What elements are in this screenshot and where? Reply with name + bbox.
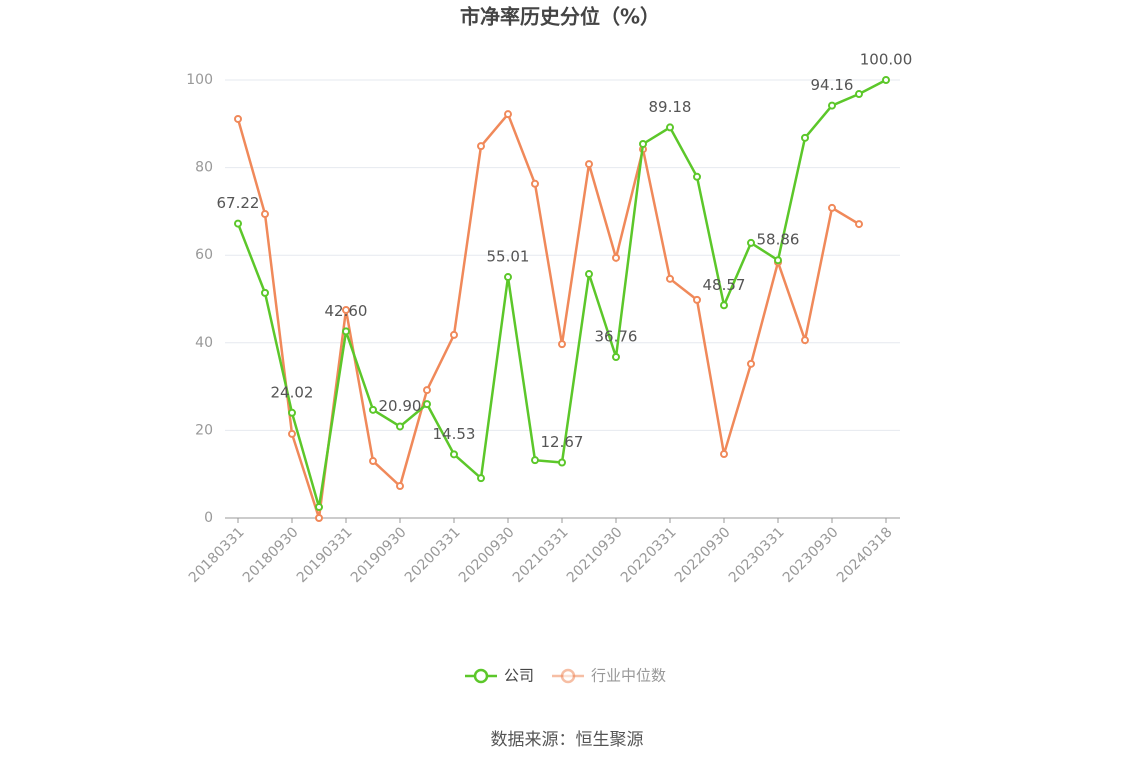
- point: [342, 305, 350, 314]
- point: [450, 450, 458, 459]
- point: [720, 450, 728, 459]
- point: [261, 288, 269, 297]
- point: [450, 330, 458, 339]
- point: [234, 114, 242, 123]
- data-label: 12.67: [541, 433, 584, 451]
- y-tick-label: 100: [186, 72, 213, 88]
- x-tick-label: 20180930: [240, 524, 302, 586]
- x-tick-label: 20180331: [186, 524, 248, 586]
- point: [531, 456, 539, 465]
- data-label: 58.86: [757, 231, 800, 249]
- x-tick-label: 20210930: [564, 524, 626, 586]
- x-tick-label: 20210331: [510, 524, 572, 586]
- point: [531, 179, 539, 188]
- point: [855, 220, 863, 229]
- point: [666, 123, 674, 132]
- series-line: [236, 111, 860, 519]
- point: [261, 210, 269, 219]
- legend-label: 公司: [504, 667, 534, 685]
- data-label: 24.02: [271, 383, 314, 401]
- point: [828, 101, 836, 110]
- point: [801, 336, 809, 345]
- point: [855, 90, 863, 99]
- point: [585, 160, 593, 169]
- point: [315, 514, 323, 522]
- x-tick-label: 20240318: [834, 524, 896, 586]
- y-tick-label: 60: [195, 247, 213, 263]
- data-label: 42.60: [325, 302, 368, 320]
- point: [396, 422, 404, 431]
- data-label: 36.76: [595, 327, 638, 345]
- chart-title: 市净率历史分位（%）: [460, 5, 660, 29]
- point: [504, 273, 512, 282]
- point: [288, 429, 296, 438]
- point: [612, 352, 620, 361]
- x-tick-label: 20230930: [780, 524, 842, 586]
- point: [747, 359, 755, 368]
- point: [828, 203, 836, 212]
- point: [801, 133, 809, 142]
- data-label: 55.01: [487, 248, 530, 266]
- point: [423, 400, 431, 409]
- point: [477, 474, 485, 483]
- point: [558, 340, 566, 349]
- x-tick-label: 20220930: [672, 524, 734, 586]
- data-label: 48.57: [703, 276, 746, 294]
- x-tick-label: 20230331: [726, 524, 788, 586]
- point: [612, 253, 620, 262]
- point: [693, 172, 701, 181]
- y-tick-label: 80: [195, 160, 213, 176]
- y-tick-label: 0: [204, 510, 213, 526]
- x-tick-label: 20190930: [348, 524, 410, 586]
- x-tick-label: 20220331: [618, 524, 680, 586]
- point: [693, 295, 701, 304]
- point: [369, 457, 377, 466]
- point: [504, 110, 512, 119]
- legend-marker: [473, 668, 489, 684]
- data-label: 20.90: [379, 397, 422, 415]
- data-label: 67.22: [217, 194, 260, 212]
- point: [666, 274, 674, 283]
- data-label: 100.00: [860, 51, 913, 69]
- point: [342, 327, 350, 336]
- point: [585, 270, 593, 279]
- point: [720, 301, 728, 310]
- legend-marker: [560, 668, 576, 684]
- point: [477, 142, 485, 151]
- data-label: 14.53: [433, 425, 476, 443]
- point: [315, 503, 323, 512]
- point: [774, 256, 782, 265]
- point: [396, 482, 404, 491]
- x-tick-label: 20190331: [294, 524, 356, 586]
- point: [639, 139, 647, 148]
- point: [747, 238, 755, 247]
- point: [369, 405, 377, 414]
- legend-label: 行业中位数: [591, 667, 666, 685]
- data-label: 94.16: [811, 76, 854, 94]
- x-tick-label: 20200930: [456, 524, 518, 586]
- point: [423, 386, 431, 395]
- point: [882, 76, 890, 84]
- source: 数据来源：恒生聚源: [491, 730, 644, 750]
- x-tick-label: 20200331: [402, 524, 464, 586]
- y-tick-label: 20: [195, 422, 213, 438]
- point: [288, 408, 296, 417]
- point: [558, 458, 566, 467]
- data-label: 89.18: [649, 98, 692, 116]
- point: [234, 219, 242, 228]
- y-tick-label: 40: [195, 335, 213, 351]
